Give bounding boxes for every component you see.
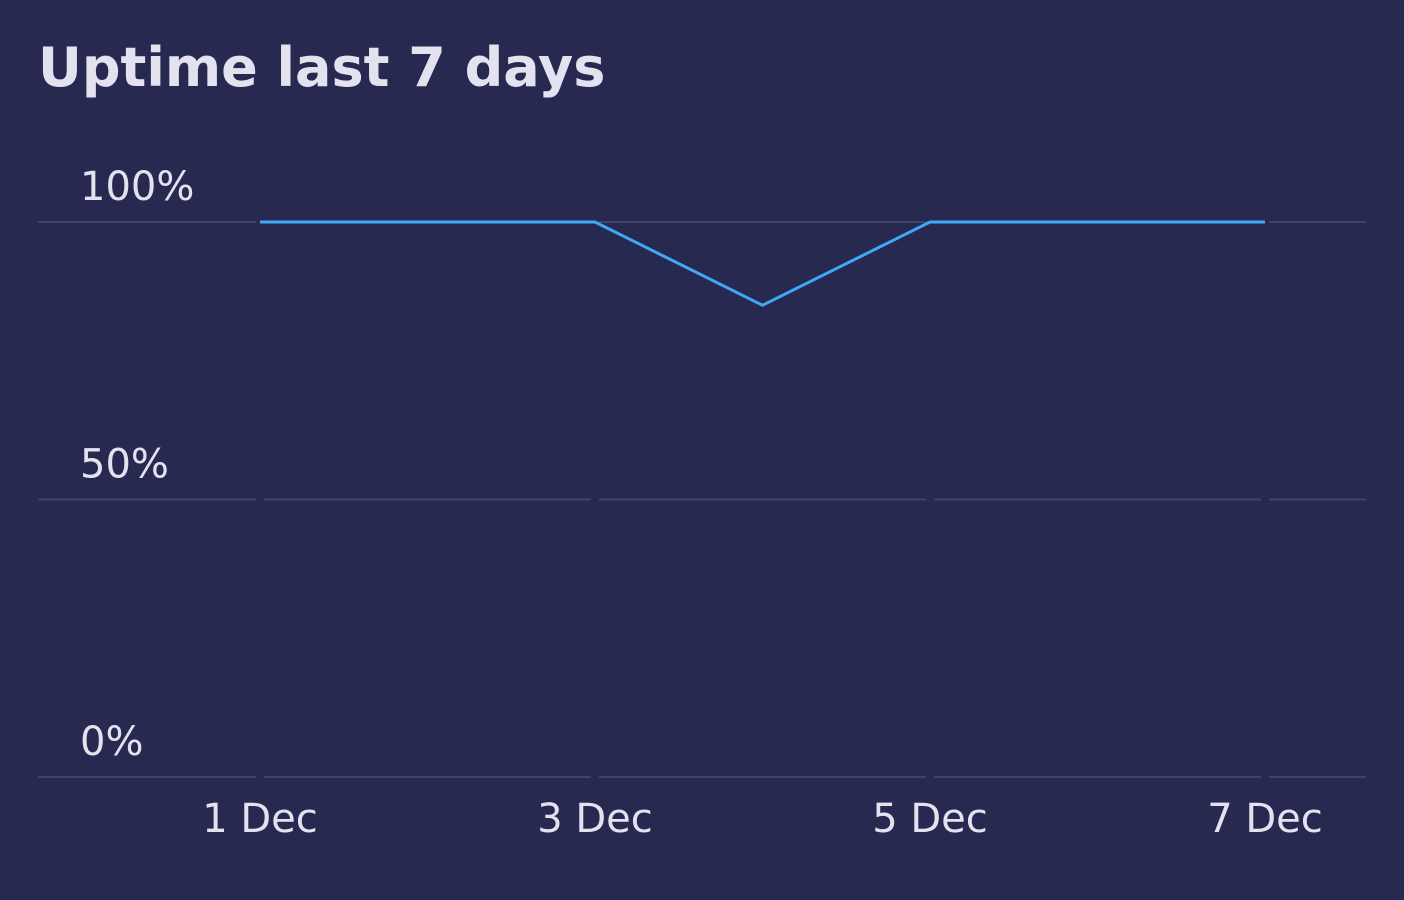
x-tick-label: 7 Dec (1207, 796, 1323, 842)
chart-title: Uptime last 7 days (38, 36, 605, 99)
x-tick-label: 5 Dec (872, 796, 988, 842)
line (260, 220, 1265, 307)
y-tick-label: 100% (80, 164, 194, 210)
y-tick-label: 0% (80, 719, 143, 765)
x-tick-label: 3 Dec (537, 796, 653, 842)
x-tick-label: 1 Dec (202, 796, 318, 842)
y-tick-label: 50% (80, 442, 169, 488)
